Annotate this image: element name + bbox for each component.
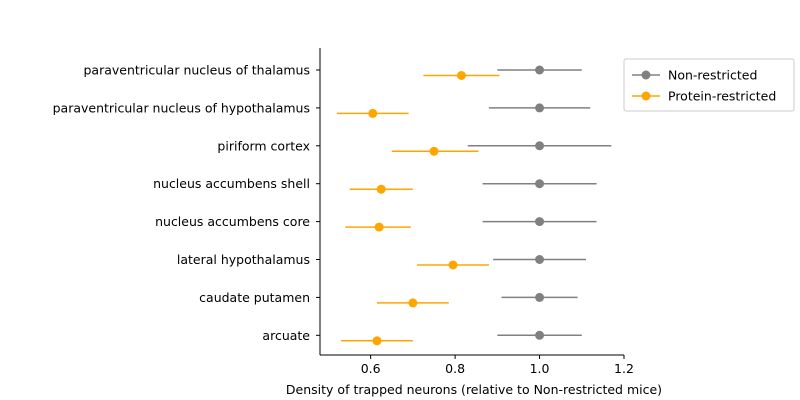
data-point [535, 103, 545, 113]
x-tick-label: 1.2 [614, 361, 634, 376]
legend-frame [623, 58, 795, 112]
data-point [535, 292, 545, 302]
x-tick-label: 0.6 [361, 361, 381, 376]
axes-layer [319, 48, 624, 356]
data-point [535, 65, 545, 75]
legend-label: Non-restricted [668, 68, 757, 83]
y-tick-label: piriform cortex [217, 138, 310, 153]
legend-marker [641, 91, 651, 101]
data-point [535, 255, 545, 264]
x-tick-label: 0.8 [445, 361, 465, 376]
series-non-restricted [467, 65, 612, 340]
data-point [376, 184, 386, 194]
x-axis-title: Density of trapped neurons (relative to … [286, 382, 662, 397]
series-layer [336, 65, 612, 346]
data-point [429, 146, 439, 156]
data-point [372, 336, 382, 346]
y-tick-label: arcuate [262, 328, 310, 343]
y-tick-label: caudate putamen [199, 290, 310, 305]
y-tick-label: paraventricular nucleus of hypothalamus [53, 100, 310, 115]
x-tick-label: 1.0 [530, 361, 550, 376]
legend: Non-restricted Protein-restricted [623, 58, 795, 112]
series-protein-restricted [336, 71, 500, 346]
data-point [535, 330, 545, 340]
data-point [535, 217, 545, 227]
data-point [408, 298, 418, 308]
y-tick-label: lateral hypothalamus [177, 252, 310, 267]
ticks-layer: 0.6 0.8 1.0 1.2 paraventricular nucleus of t… [53, 63, 634, 377]
legend-label: Protein-restricted [668, 89, 776, 104]
data-point [368, 108, 378, 118]
data-point [535, 179, 545, 189]
legend-marker [641, 70, 651, 80]
y-tick-label: nucleus accumbens core [155, 214, 310, 229]
y-tick-label: nucleus accumbens shell [153, 176, 310, 191]
data-point [448, 260, 458, 270]
data-point [456, 71, 466, 80]
data-point [535, 141, 545, 151]
y-tick-label: paraventricular nucleus of thalamus [84, 63, 311, 78]
data-point [374, 222, 384, 232]
